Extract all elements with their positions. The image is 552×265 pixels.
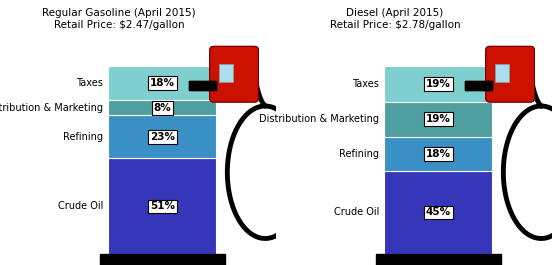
Text: Distribution & Marketing: Distribution & Marketing bbox=[0, 103, 103, 113]
Bar bbox=[108, 115, 216, 158]
Text: 51%: 51% bbox=[150, 201, 175, 211]
Bar bbox=[376, 254, 501, 265]
Text: 19%: 19% bbox=[426, 79, 451, 89]
Bar bbox=[384, 171, 492, 254]
Text: Taxes: Taxes bbox=[352, 79, 379, 89]
Bar bbox=[108, 66, 216, 100]
FancyBboxPatch shape bbox=[210, 46, 258, 102]
Bar bbox=[108, 100, 216, 115]
Bar bbox=[108, 158, 216, 254]
Text: Regular Gasoline (April 2015)
Retail Price: $2.47/gallon: Regular Gasoline (April 2015) Retail Pri… bbox=[43, 8, 196, 30]
Bar bbox=[189, 81, 216, 90]
Bar bbox=[384, 137, 492, 171]
Text: 8%: 8% bbox=[153, 103, 171, 113]
Bar bbox=[219, 64, 233, 82]
Text: 45%: 45% bbox=[426, 207, 451, 218]
Text: Crude Oil: Crude Oil bbox=[57, 201, 103, 211]
Text: Refining: Refining bbox=[63, 132, 103, 142]
Bar bbox=[189, 81, 216, 90]
Bar bbox=[495, 64, 509, 82]
Bar bbox=[100, 254, 225, 265]
Text: Distribution & Marketing: Distribution & Marketing bbox=[259, 114, 379, 124]
Text: 18%: 18% bbox=[426, 149, 451, 159]
Text: 18%: 18% bbox=[150, 78, 175, 88]
Bar bbox=[384, 102, 492, 137]
Text: Taxes: Taxes bbox=[76, 78, 103, 88]
Bar bbox=[465, 81, 492, 90]
Bar bbox=[495, 64, 509, 82]
FancyBboxPatch shape bbox=[486, 46, 534, 102]
FancyBboxPatch shape bbox=[210, 46, 258, 102]
Text: 23%: 23% bbox=[150, 132, 175, 142]
Text: Refining: Refining bbox=[339, 149, 379, 159]
Bar bbox=[219, 64, 233, 82]
Text: Crude Oil: Crude Oil bbox=[333, 207, 379, 218]
Bar bbox=[465, 81, 492, 90]
Text: 19%: 19% bbox=[426, 114, 451, 124]
FancyBboxPatch shape bbox=[486, 46, 534, 102]
Text: Diesel (April 2015)
Retail Price: $2.78/gallon: Diesel (April 2015) Retail Price: $2.78/… bbox=[330, 8, 460, 30]
Bar bbox=[384, 66, 492, 102]
